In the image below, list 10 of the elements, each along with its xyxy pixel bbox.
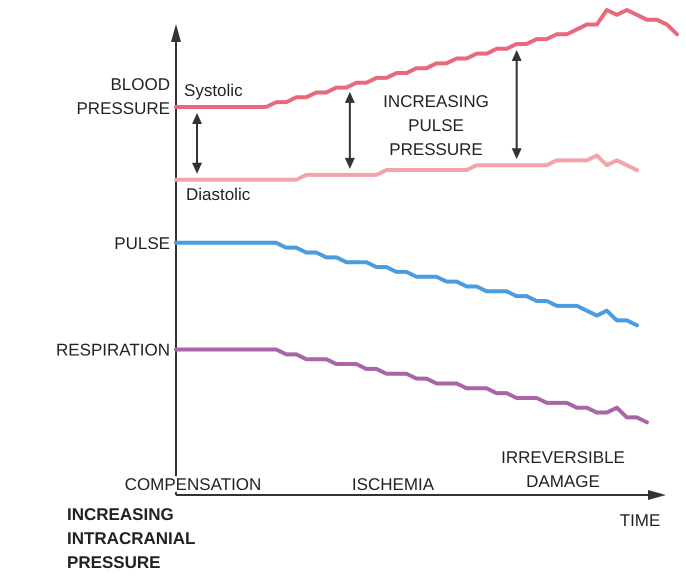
annotation: IRREVERSIBLE DAMAGE [501,448,625,491]
series-label: PULSE [114,234,170,253]
series-label: Diastolic [186,184,251,204]
x-axis-title: TIME [620,511,660,530]
series-label: Systolic [184,81,244,100]
annotation: ISCHEMIA [352,475,435,494]
annotation: INCREASING PULSE PRESSURE [383,92,489,159]
series-label: RESPIRATION [56,340,170,360]
text: BLOOD PRESSURE [76,75,170,118]
text: INCREASING INTRACRANIAL PRESSURE [67,505,196,572]
